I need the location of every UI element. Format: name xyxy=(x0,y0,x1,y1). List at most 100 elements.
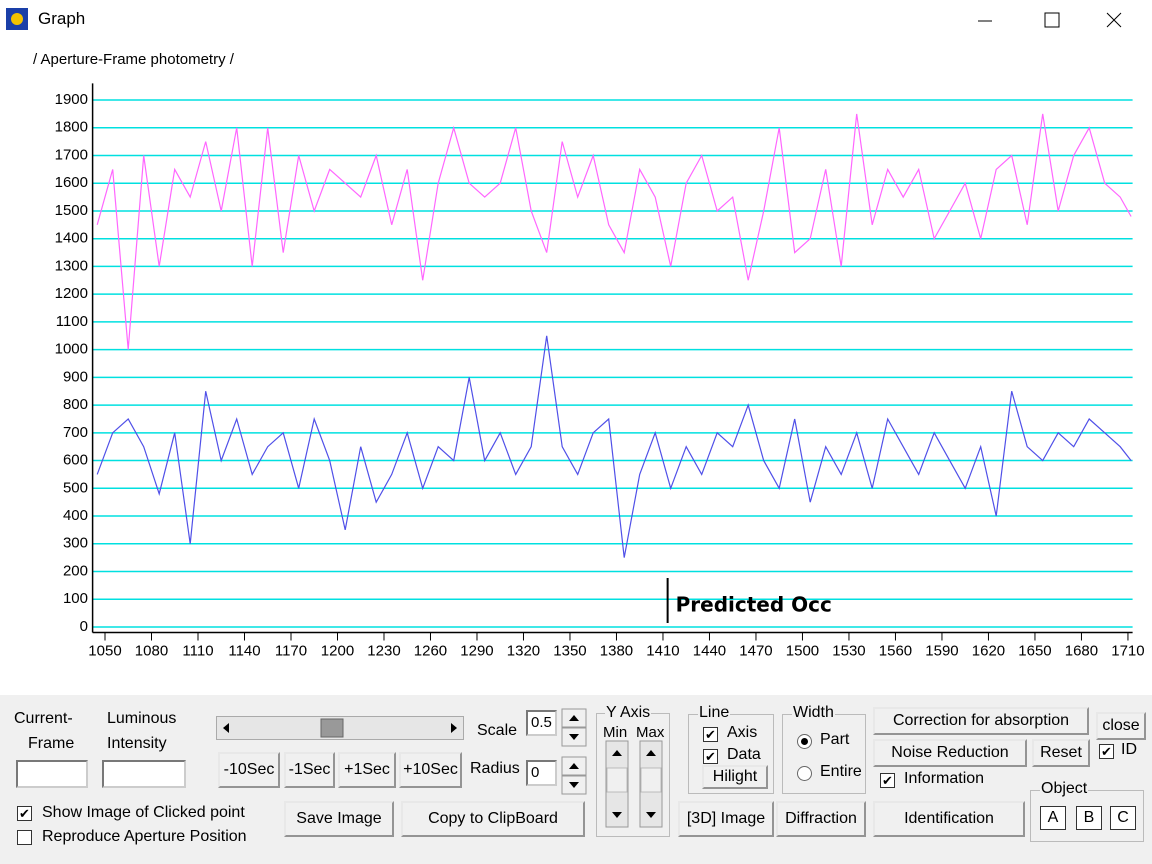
button[interactable]: +1Sec xyxy=(338,752,396,788)
chart-subtitle: / Aperture-Frame photometry / xyxy=(33,51,235,68)
x-tick-label: 1050 xyxy=(88,642,121,659)
button[interactable]: Hilight xyxy=(702,765,768,789)
label: Axis xyxy=(727,724,758,741)
x-tick-label: 1260 xyxy=(414,642,447,659)
chart: / Aperture-Frame photometry / 0 100 200 300… xyxy=(33,51,1145,660)
x-tick-label: 1380 xyxy=(600,642,633,659)
x-tick-label: 1650 xyxy=(1018,642,1051,659)
text-input[interactable] xyxy=(16,760,88,788)
app-icon xyxy=(6,8,28,30)
y-tick-label: 1100 xyxy=(56,313,88,330)
y-tick-label: 100 xyxy=(63,590,88,607)
spinner[interactable] xyxy=(561,756,587,796)
vertical-scrollbars[interactable] xyxy=(605,740,665,828)
button[interactable]: Diffraction xyxy=(776,801,866,837)
x-tick-label: 1440 xyxy=(693,642,726,659)
x-tick-label: 1350 xyxy=(553,642,586,659)
button[interactable]: Copy to ClipBoard xyxy=(401,801,585,837)
x-tick-label: 1470 xyxy=(739,642,772,659)
spinner[interactable] xyxy=(561,708,587,748)
checkbox[interactable]: ✔ xyxy=(703,749,718,764)
checkbox[interactable]: ✔ xyxy=(1099,744,1114,759)
y-tick-label: 1500 xyxy=(55,202,88,219)
button[interactable]: Correction for absorption xyxy=(873,707,1089,735)
window-buttons[interactable] xyxy=(970,0,1130,40)
checkbox[interactable]: ✔ xyxy=(880,773,895,788)
x-tick-label: 1560 xyxy=(879,642,912,659)
annotation: Predicted Occ xyxy=(676,593,832,617)
button[interactable]: Reset xyxy=(1032,739,1090,767)
label: ID xyxy=(1121,741,1137,758)
x-tick-label: 1080 xyxy=(135,642,168,659)
y-tick-label: 1000 xyxy=(55,341,88,358)
x-tick-label: 1500 xyxy=(786,642,819,659)
button[interactable]: +10Sec xyxy=(399,752,462,788)
x-tick-label: 1680 xyxy=(1065,642,1098,659)
checkbox[interactable]: ✔ xyxy=(17,806,32,821)
x-tick-label: 1410 xyxy=(646,642,679,659)
button[interactable]: close xyxy=(1096,712,1146,740)
text-input[interactable]: 0 xyxy=(526,760,557,786)
label: Information xyxy=(904,770,985,787)
group-title: Line xyxy=(698,704,731,722)
y-tick-label: 500 xyxy=(63,479,88,496)
x-tick-label: 1230 xyxy=(367,642,400,659)
y-tick-label: 1900 xyxy=(55,91,88,108)
x-tick-label: 1710 xyxy=(1111,642,1144,659)
label: Data xyxy=(727,746,761,763)
label: Current- xyxy=(14,710,73,727)
x-tick-label: 1110 xyxy=(182,642,213,659)
button[interactable]: Identification xyxy=(873,801,1025,837)
y-tick-label: 400 xyxy=(63,507,88,524)
y-tick-label: 800 xyxy=(63,396,88,413)
y-tick-label: 200 xyxy=(63,562,88,579)
button[interactable]: -1Sec xyxy=(284,752,335,788)
label: Show Image of Clicked point xyxy=(42,804,245,821)
label: Luminous xyxy=(107,710,177,727)
label: Radius xyxy=(470,760,520,777)
button[interactable]: -10Sec xyxy=(218,752,280,788)
label: Min xyxy=(603,724,628,741)
button[interactable]: A xyxy=(1040,806,1066,830)
button[interactable]: C xyxy=(1110,806,1136,830)
x-tick-label: 1590 xyxy=(925,642,958,659)
y-tick-label: 300 xyxy=(63,535,88,552)
label: Intensity xyxy=(107,735,167,752)
x-tick-label: 1530 xyxy=(832,642,865,659)
group-title: Object xyxy=(1040,780,1089,798)
scroll-arrows xyxy=(223,718,457,738)
group-box xyxy=(782,714,866,794)
y-tick-label: 1300 xyxy=(55,257,88,274)
x-tick-label: 1290 xyxy=(460,642,493,659)
scrollbar[interactable] xyxy=(216,716,464,740)
y-tick-label: 1400 xyxy=(55,230,88,247)
text-input[interactable]: 0.5 xyxy=(526,710,557,736)
checkbox[interactable]: ✔ xyxy=(703,727,718,742)
x-tick-label: 1140 xyxy=(228,642,260,659)
x-tick-label: 1170 xyxy=(275,642,307,659)
radio[interactable] xyxy=(797,766,812,781)
button[interactable]: [3D] Image xyxy=(678,801,774,837)
button[interactable]: Noise Reduction xyxy=(873,739,1027,767)
label: Frame xyxy=(28,735,75,752)
title-bar: Graph xyxy=(0,0,1152,40)
group-box xyxy=(688,714,774,794)
x-tick-label: 1200 xyxy=(321,642,354,659)
group-title: Y Axis xyxy=(605,704,652,722)
button[interactable]: Save Image xyxy=(284,801,394,837)
y-tick-label: 600 xyxy=(63,452,88,469)
y-tick-label: 900 xyxy=(63,368,88,385)
label: Reproduce Aperture Position xyxy=(42,828,247,845)
checkbox[interactable] xyxy=(17,830,32,845)
button[interactable]: B xyxy=(1076,806,1102,830)
radio[interactable] xyxy=(797,734,812,749)
y-tick-label: 1700 xyxy=(55,146,88,163)
label: Part xyxy=(820,731,850,748)
group-title: Width xyxy=(792,704,835,722)
x-tick-label: 1320 xyxy=(507,642,540,659)
text-input[interactable] xyxy=(102,760,186,788)
x-tick-label: 1620 xyxy=(972,642,1005,659)
y-tick-label: 0 xyxy=(80,618,88,635)
y-tick-label: 1800 xyxy=(55,119,88,136)
